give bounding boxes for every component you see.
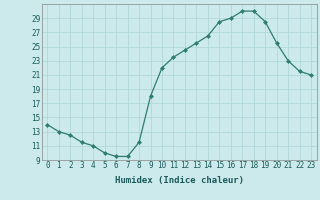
X-axis label: Humidex (Indice chaleur): Humidex (Indice chaleur) <box>115 176 244 185</box>
